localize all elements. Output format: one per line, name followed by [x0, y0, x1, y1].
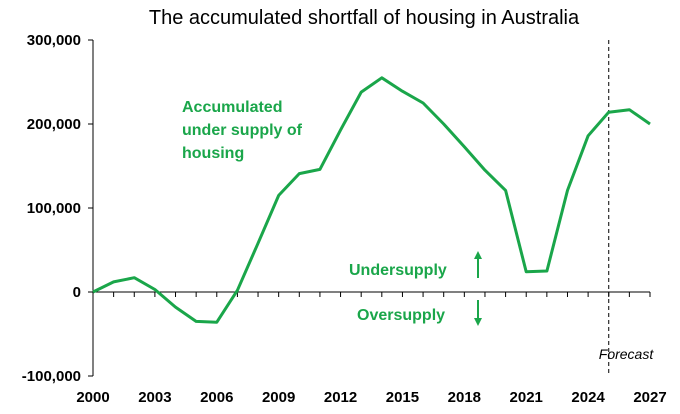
- line-label-2: under supply of: [182, 122, 303, 139]
- y-tick-label: 300,000: [27, 32, 81, 49]
- x-tick-label: 2015: [386, 389, 419, 406]
- x-tick-label: 2018: [448, 389, 481, 406]
- x-tick-label: 2027: [633, 389, 666, 406]
- y-tick-label: 100,000: [27, 200, 81, 217]
- x-tick-label: 2009: [262, 389, 295, 406]
- x-tick-label: 2003: [138, 389, 171, 406]
- line-label-1: Accumulated: [182, 99, 282, 116]
- x-tick-label: 2006: [200, 389, 233, 406]
- x-tick-label: 2000: [76, 389, 109, 406]
- forecast-marker: Forecast: [599, 40, 655, 376]
- series-group: [92, 76, 651, 324]
- line-label-annotation: Accumulated under supply of housing: [182, 99, 303, 162]
- undersupply-label: Undersupply: [349, 262, 447, 279]
- series-line: [92, 76, 651, 324]
- forecast-label: Forecast: [599, 346, 655, 362]
- x-tick-labels: 2000 2003 2006 2009 2012 2015 2018 2021 2024 2027: [76, 292, 667, 406]
- x-tick-label: 2012: [324, 389, 357, 406]
- y-tick-labels: 300,000 200,000 100,000 0 -100,000: [22, 32, 93, 385]
- axes: [92, 40, 650, 376]
- line-label-3: housing: [182, 145, 244, 162]
- oversupply-arrow-icon: [474, 300, 482, 326]
- chart-title: The accumulated shortfall of housing in …: [149, 7, 580, 29]
- undersupply-arrow-icon: [474, 251, 482, 278]
- oversupply-label: Oversupply: [357, 307, 445, 324]
- y-tick-label: -100,000: [22, 368, 81, 385]
- y-tick-label: 0: [73, 284, 81, 301]
- x-tick-label: 2024: [571, 389, 605, 406]
- x-tick-label: 2021: [510, 389, 543, 406]
- y-tick-label: 200,000: [27, 116, 81, 133]
